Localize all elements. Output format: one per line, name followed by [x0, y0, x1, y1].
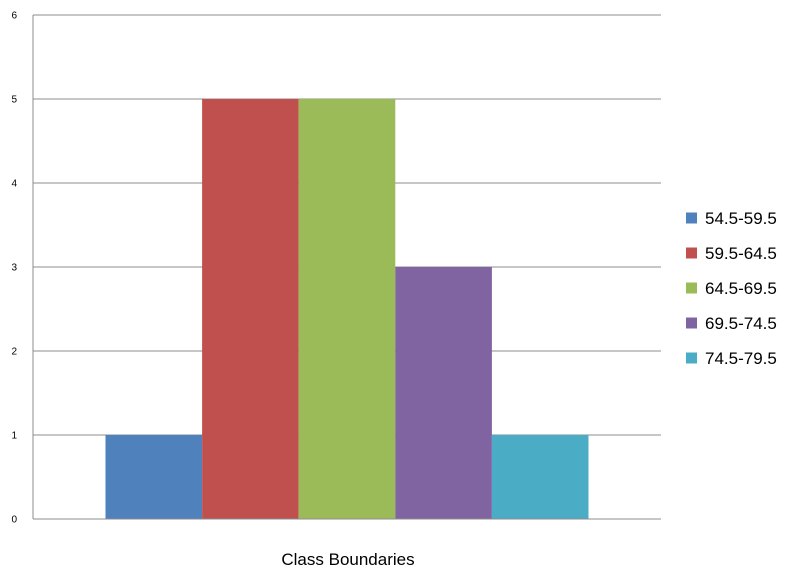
bar-54.5-59.5 [105, 435, 203, 519]
y-tick-label: 5 [11, 95, 17, 106]
legend-label: 59.5-64.5 [705, 244, 777, 263]
y-tick-label: 3 [11, 263, 17, 274]
legend-swatch [686, 317, 697, 329]
legend: 54.5-59.5 59.5-64.5 64.5-69.5 69.5-74.5 74.5… [686, 209, 777, 368]
legend-label: 64.5-69.5 [705, 279, 777, 298]
y-axis-ticks: 0 1 2 3 4 5 6 [11, 11, 17, 526]
legend-swatch [686, 352, 697, 364]
legend-swatch [686, 212, 697, 224]
legend-swatch [686, 247, 697, 259]
legend-label: 54.5-59.5 [705, 209, 777, 228]
legend-label: 74.5-79.5 [705, 349, 777, 368]
y-tick-label: 2 [11, 347, 17, 358]
bar-64.5-69.5 [298, 99, 396, 519]
bar-74.5-79.5 [491, 435, 589, 519]
bar-59.5-64.5 [202, 99, 299, 519]
bars [105, 99, 589, 519]
y-tick-label: 4 [11, 179, 17, 190]
bar-69.5-74.5 [395, 267, 492, 519]
x-axis-label: Class Boundaries [281, 550, 414, 569]
y-tick-label: 1 [11, 431, 17, 442]
y-tick-label: 6 [11, 11, 17, 22]
y-tick-label: 0 [11, 515, 17, 526]
legend-label: 69.5-74.5 [705, 314, 777, 333]
legend-swatch [686, 282, 697, 294]
